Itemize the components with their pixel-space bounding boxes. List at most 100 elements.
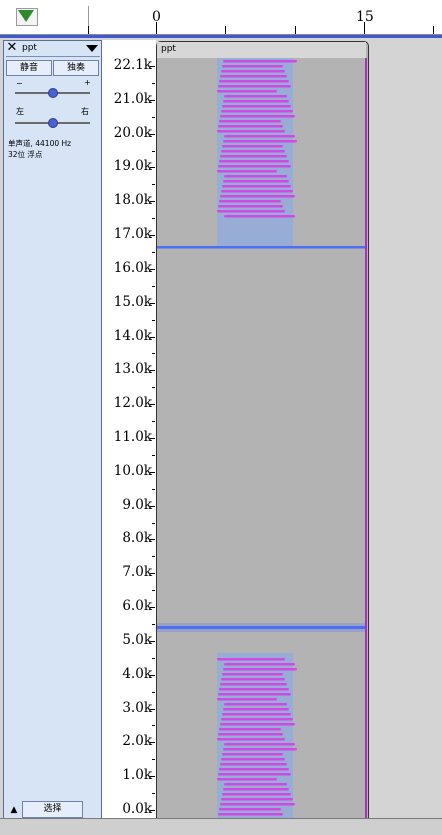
upper-pattern-stripe — [223, 60, 297, 63]
chevron-down-icon[interactable] — [86, 45, 98, 52]
gain-plus-label: + — [84, 78, 91, 87]
upper-pattern-stripe — [220, 195, 295, 198]
pan-left-label: 左 — [16, 107, 24, 116]
frequency-minor-tick — [152, 387, 155, 389]
triangle-down-icon[interactable] — [18, 10, 34, 22]
lower-pattern-stripe — [221, 718, 293, 721]
lower-pattern-stripe — [217, 658, 285, 661]
solo-button[interactable]: 独奏 — [53, 60, 99, 76]
frequency-label: 18.0k — [113, 192, 152, 209]
frequency-minor-tick — [152, 657, 155, 659]
frequency-label: 2.0k — [122, 733, 152, 750]
mute-button[interactable]: 静音 — [6, 60, 52, 76]
frequency-tick — [150, 742, 155, 744]
upper-pattern-stripe — [218, 125, 283, 128]
frequency-tick — [150, 336, 155, 338]
lower-pattern-stripe — [221, 798, 293, 801]
frequency-label: 4.0k — [122, 665, 152, 682]
track-name[interactable]: ppt — [22, 43, 37, 53]
upper-pattern-stripe — [223, 140, 297, 143]
frequency-label: 17.0k — [113, 226, 152, 243]
frequency-tick — [150, 674, 155, 676]
ruler-tick — [364, 22, 365, 34]
upper-pattern-stripe — [221, 110, 293, 113]
frequency-tick — [150, 776, 155, 778]
upper-pattern-stripe — [222, 145, 283, 148]
frequency-tick — [150, 810, 155, 811]
frequency-minor-tick — [152, 590, 155, 592]
frequency-minor-tick — [152, 454, 155, 456]
frequency-minor-tick — [152, 488, 155, 490]
upper-pattern-stripe — [220, 155, 287, 158]
frequency-label: 14.0k — [113, 327, 152, 344]
frequency-tick — [150, 268, 155, 270]
track-focus-border — [0, 35, 442, 38]
upper-pattern-stripe — [217, 170, 277, 173]
frequency-tick — [150, 201, 155, 203]
clip-title-bar[interactable] — [157, 42, 366, 59]
gain-slider-handle[interactable] — [48, 88, 58, 98]
upper-pattern-stripe — [222, 185, 291, 188]
tone-line-16k — [157, 246, 366, 249]
frequency-label: 12.0k — [113, 395, 152, 412]
frequency-label: 22.1k — [113, 57, 152, 73]
ruler-tick — [225, 26, 226, 34]
lower-pattern-stripe — [223, 708, 289, 711]
frequency-minor-tick — [152, 82, 155, 84]
close-icon[interactable]: ✕ — [6, 40, 18, 55]
ruler-left-spacer — [0, 6, 89, 34]
lower-pattern-stripe — [220, 763, 287, 766]
ruler-tick — [295, 26, 296, 34]
upper-pattern-stripe — [220, 115, 295, 118]
lower-pattern-stripe — [222, 713, 291, 716]
lower-pattern-stripe — [217, 738, 285, 741]
lower-pattern-stripe — [219, 768, 289, 771]
frequency-tick — [150, 66, 155, 67]
upper-pattern-stripe — [224, 95, 287, 98]
gain-minus-label: − — [16, 79, 23, 88]
pan-slider-handle[interactable] — [48, 118, 58, 128]
upper-pattern-stripe — [224, 175, 287, 178]
frequency-tick — [150, 167, 155, 169]
frequency-tick — [150, 133, 155, 135]
track-sample-format: 32位 浮点 — [8, 150, 43, 159]
frequency-minor-tick — [152, 150, 155, 152]
lower-pattern-stripe — [218, 693, 291, 696]
frequency-tick — [150, 505, 155, 507]
frequency-tick — [150, 235, 155, 237]
select-button[interactable]: 选择 — [22, 801, 83, 818]
lower-pattern-stripe — [218, 813, 283, 816]
lower-pattern-stripe — [223, 668, 297, 671]
lower-pattern-stripe — [224, 703, 287, 706]
collapse-up-icon[interactable]: ▲ — [10, 805, 18, 815]
ruler-label-15: 15 — [356, 9, 374, 25]
lower-pattern-stripe — [218, 733, 283, 736]
frequency-minor-tick — [152, 252, 155, 253]
frequency-tick — [150, 370, 155, 372]
frequency-tick — [150, 640, 155, 642]
frequency-minor-tick — [152, 793, 155, 795]
horizontal-scrollbar[interactable] — [0, 818, 442, 835]
upper-pattern-stripe — [221, 150, 285, 153]
frequency-minor-tick — [152, 624, 155, 625]
lower-pattern-stripe — [224, 783, 287, 786]
lower-pattern-stripe — [219, 728, 281, 731]
lower-pattern-stripe — [222, 753, 283, 756]
ruler-tick — [88, 26, 89, 34]
upper-pattern-stripe — [219, 120, 281, 123]
ruler-label-0: 0 — [152, 9, 161, 25]
frequency-label: 21.0k — [113, 90, 152, 107]
lower-pattern-stripe — [222, 673, 283, 676]
upper-pattern-stripe — [218, 85, 291, 88]
lower-pattern-stripe — [217, 698, 277, 701]
spectrogram[interactable] — [157, 58, 366, 818]
lower-pattern-stripe — [219, 688, 289, 691]
frequency-minor-tick — [152, 691, 155, 693]
frequency-ruler[interactable] — [101, 40, 156, 818]
frequency-label: 8.0k — [122, 530, 152, 547]
frequency-label: 1.0k — [122, 767, 152, 784]
frequency-label: 0.0k — [122, 801, 152, 817]
frequency-label: 15.0k — [113, 293, 152, 310]
frequency-label: 11.0k — [113, 429, 152, 445]
frequency-minor-tick — [152, 319, 155, 321]
